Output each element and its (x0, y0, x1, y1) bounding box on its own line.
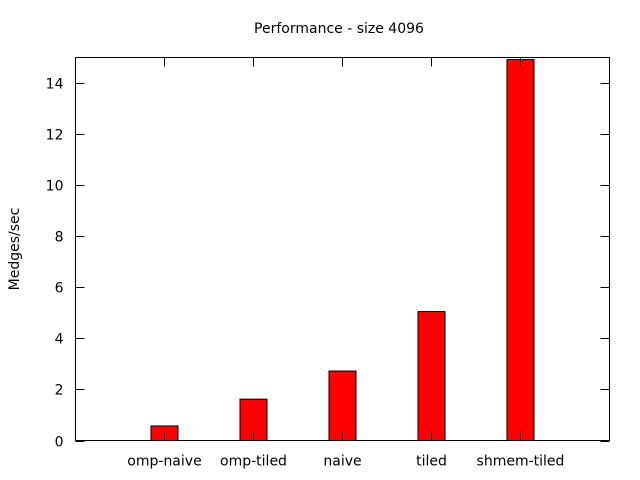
x-tick-label: tiled (416, 454, 447, 470)
y-tick-label: 8 (55, 230, 64, 246)
x-tick-label: omp-tiled (220, 454, 287, 470)
bar-tiled (417, 311, 446, 441)
bar-shmem-tiled (506, 59, 535, 442)
x-tick-label: omp-naive (127, 454, 201, 470)
y-tick-label: 12 (46, 128, 64, 144)
y-axis-ticks: 0 2 4 6 8 10 12 14 (46, 77, 610, 451)
y-tick-label: 0 (55, 435, 64, 451)
bars-group (150, 59, 535, 442)
plot-frame (75, 57, 610, 441)
bar-naive (328, 370, 357, 442)
y-tick-label: 4 (55, 332, 64, 348)
chart-title: Performance - size 4096 (254, 21, 424, 37)
y-tick-label: 14 (46, 77, 64, 93)
x-tick-label: shmem-tiled (477, 454, 565, 470)
y-tick-label: 6 (55, 281, 64, 297)
x-axis-ticks: omp-naive omp-tiled naive tiled shmem-tiled (127, 57, 565, 470)
x-tick-label: naive (323, 454, 361, 470)
y-tick-label: 10 (46, 179, 64, 195)
y-tick-label: 2 (55, 383, 64, 399)
y-axis-label: Medges/sec (7, 208, 23, 291)
